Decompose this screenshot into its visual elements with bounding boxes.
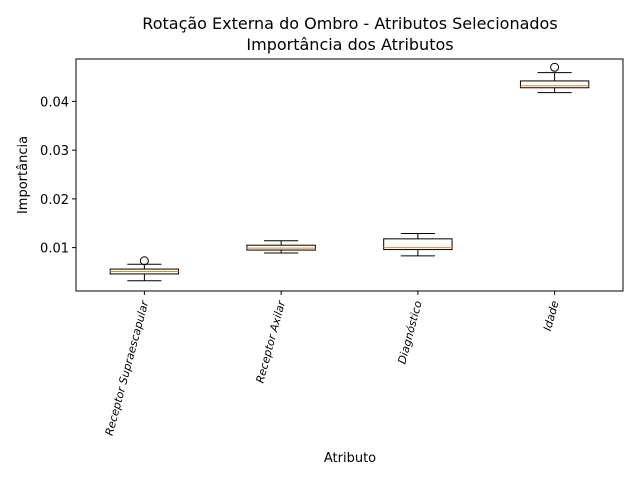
box: [383, 238, 453, 251]
x-tick-label: Idade: [541, 299, 562, 332]
outlier-point: [139, 256, 149, 266]
box: [519, 80, 590, 89]
y-tick-label: 0.01: [40, 242, 69, 257]
chart-title-line1: Rotação Externa do Ombro - Atributos Sel…: [142, 14, 557, 33]
y-tick-label: 0.03: [40, 144, 69, 159]
y-tick-label: 0.02: [40, 193, 69, 208]
x-axis-label: Atributo: [324, 451, 376, 466]
x-tick-label: Receptor Axilar: [254, 298, 289, 385]
y-tick-label: 0.04: [40, 95, 69, 110]
x-tick-label: Diagnóstico: [395, 299, 424, 365]
x-tick-label: Receptor Supraescapular: [103, 298, 152, 437]
outlier-point: [550, 62, 560, 72]
plot-frame: [75, 58, 624, 292]
y-axis-label: Importância: [16, 136, 31, 214]
chart-title-line2: Importância dos Atributos: [246, 35, 453, 54]
plot-area: 0.01 0.02 0.03 0.04 Receptor Supraescapular R…: [40, 62, 590, 437]
